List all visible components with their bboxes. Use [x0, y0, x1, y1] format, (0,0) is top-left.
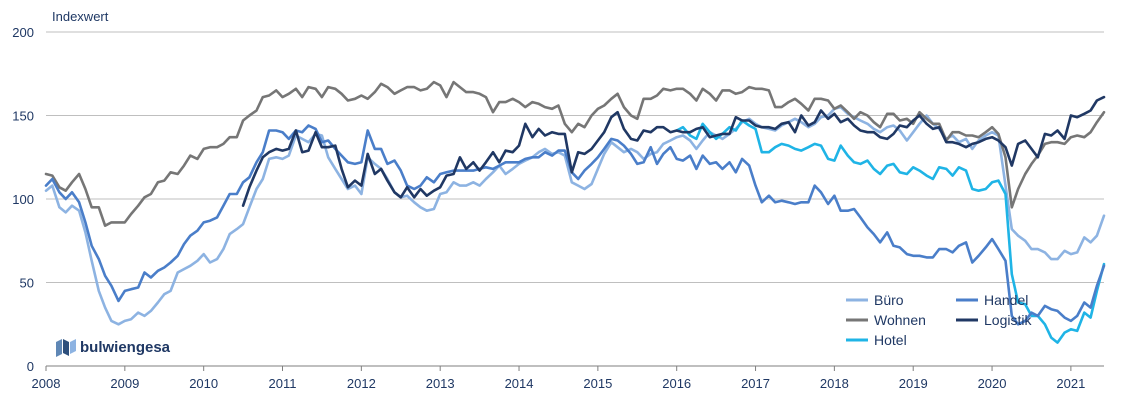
legend: Büro Wohnen Hotel Handel Logistik — [846, 292, 1032, 348]
y-tick-labels: 0 50 100 150 200 — [12, 25, 34, 374]
x-tick-label: 2010 — [189, 376, 218, 391]
legend-label-handel: Handel — [984, 292, 1028, 308]
x-tick-label: 2014 — [505, 376, 534, 391]
y-tick-label: 0 — [27, 359, 34, 374]
y-tick-label: 150 — [12, 109, 34, 124]
x-tick-label: 2015 — [583, 376, 612, 391]
y-tick-label: 50 — [20, 276, 34, 291]
x-tick-label: 2008 — [32, 376, 61, 391]
series-line-handel — [44, 124, 1106, 326]
y-tick-label: 100 — [12, 192, 34, 207]
x-tick-label: 2018 — [820, 376, 849, 391]
x-axis: 2008 2009 2010 2011 2012 2013 2014 2015 2016 2017… — [32, 366, 1085, 391]
logo-icon — [56, 339, 76, 357]
logo-text: bulwiengesa — [80, 339, 171, 356]
x-tick-label: 2021 — [1056, 376, 1085, 391]
x-tick-label: 2009 — [110, 376, 139, 391]
y-axis-title: Indexwert — [52, 9, 109, 24]
y-tick-label: 200 — [12, 25, 34, 40]
series-lines — [44, 80, 1106, 344]
legend-label-logistik: Logistik — [984, 312, 1032, 328]
x-tick-label: 2016 — [662, 376, 691, 391]
x-tick-label: 2013 — [426, 376, 455, 391]
x-tick-label: 2020 — [978, 376, 1007, 391]
legend-label-büro: Büro — [874, 292, 904, 308]
series-line-büro — [44, 105, 1106, 326]
series-line-hotel — [675, 119, 1106, 344]
legend-label-wohnen: Wohnen — [874, 312, 926, 328]
x-tick-label: 2017 — [741, 376, 770, 391]
series-line-wohnen — [44, 80, 1106, 227]
series-line-logistik — [241, 95, 1106, 207]
x-tick-label: 2012 — [347, 376, 376, 391]
bulwiengesa-logo: bulwiengesa — [56, 339, 171, 357]
gridlines — [46, 31, 1104, 367]
x-tick-label: 2011 — [269, 376, 297, 391]
x-tick-label: 2019 — [899, 376, 928, 391]
legend-label-hotel: Hotel — [874, 332, 907, 348]
